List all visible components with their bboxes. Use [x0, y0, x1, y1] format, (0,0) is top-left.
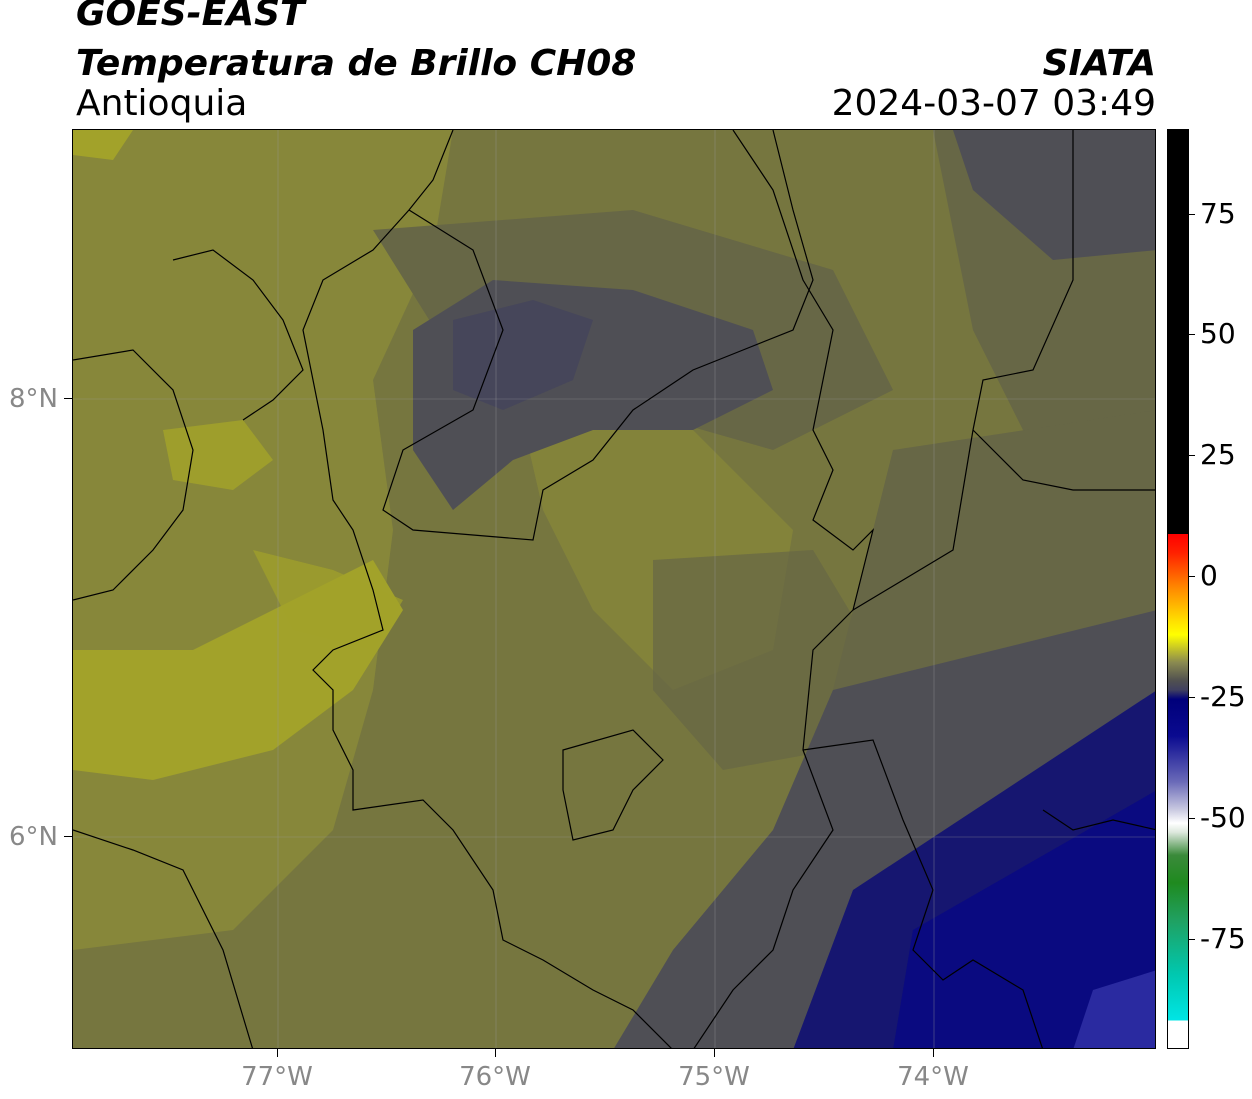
colorbar-label: -25	[1200, 680, 1246, 713]
map-panel[interactable]	[72, 129, 1156, 1049]
colorbar-tick	[1189, 334, 1195, 335]
lat-tick	[64, 398, 72, 399]
colorbar-tick	[1189, 818, 1195, 819]
colorbar-label: 25	[1200, 438, 1236, 471]
colorbar-tick	[1189, 214, 1195, 215]
lon-label-77w: 77°W	[241, 1062, 313, 1092]
organization-label: SIATA	[1042, 43, 1156, 84]
lon-label-76w: 76°W	[459, 1062, 531, 1092]
product-title: Temperatura de Brillo CH08	[76, 43, 637, 84]
colorbar	[1167, 129, 1189, 1049]
datetime-label: 2024-03-07 03:49	[831, 83, 1156, 124]
colorbar-tick	[1189, 697, 1195, 698]
colorbar-label: 0	[1200, 559, 1218, 592]
colorbar-label: 75	[1200, 197, 1236, 230]
colorbar-label: 50	[1200, 317, 1236, 350]
colorbar-label: -75	[1200, 922, 1246, 955]
colorbar-tick	[1189, 576, 1195, 577]
satellite-title: GOES-EAST	[76, 0, 305, 34]
lon-tick	[933, 1049, 934, 1057]
lon-tick	[714, 1049, 715, 1057]
lat-label-8n: 8°N	[9, 384, 58, 414]
lon-tick	[495, 1049, 496, 1057]
lon-label-74w: 74°W	[897, 1062, 969, 1092]
region-label: Antioquia	[76, 83, 248, 124]
colorbar-label: -50	[1200, 801, 1246, 834]
lat-tick	[64, 836, 72, 837]
lon-tick	[277, 1049, 278, 1057]
lat-label-6n: 6°N	[9, 822, 58, 852]
lon-label-75w: 75°W	[678, 1062, 750, 1092]
colorbar-tick	[1189, 939, 1195, 940]
colorbar-tick	[1189, 455, 1195, 456]
brightness-temperature-map	[73, 130, 1155, 1048]
